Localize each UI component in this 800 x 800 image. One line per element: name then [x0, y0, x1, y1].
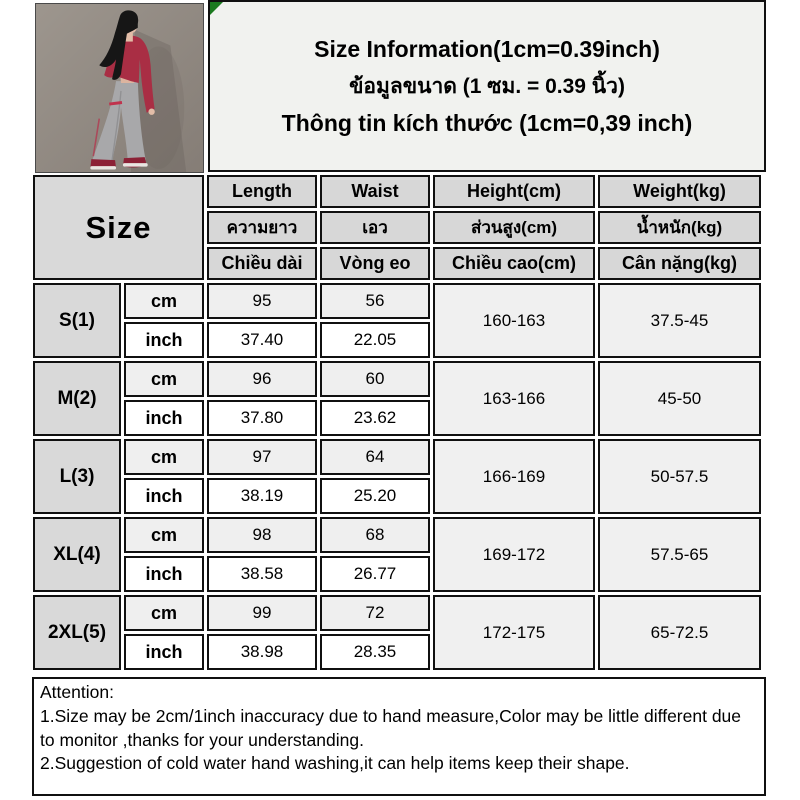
row-label-s: S(1) — [33, 283, 121, 358]
value-cell: 64 — [320, 439, 430, 475]
unit-cell: cm — [124, 517, 204, 553]
col-header-waist-vi: Vòng eo — [320, 247, 430, 280]
value-cell-height: 172-175 — [433, 595, 595, 670]
size-title-en: Size Information(1cm=0.39inch) — [314, 35, 660, 62]
value-cell: 38.98 — [207, 634, 317, 670]
col-header-waist-th: เอว — [320, 211, 430, 244]
value-cell: 25.20 — [320, 478, 430, 514]
value-cell: 56 — [320, 283, 430, 319]
value-cell-weight: 65-72.5 — [598, 595, 761, 670]
model-photo-illustration — [36, 4, 203, 172]
value-cell: 60 — [320, 361, 430, 397]
col-header-height-th: ส่วนสูง(cm) — [433, 211, 595, 244]
green-corner-marker — [210, 2, 223, 15]
value-cell: 72 — [320, 595, 430, 631]
value-cell-height: 169-172 — [433, 517, 595, 592]
value-cell-weight: 37.5-45 — [598, 283, 761, 358]
value-cell: 26.77 — [320, 556, 430, 592]
attention-line-1: 1.Size may be 2cm/1inch inaccuracy due t… — [40, 705, 742, 750]
value-cell: 38.19 — [207, 478, 317, 514]
value-cell-weight: 45-50 — [598, 361, 761, 436]
row-label-2xl: 2XL(5) — [33, 595, 121, 670]
size-table: Size Length Waist Height(cm) Weight(kg) … — [30, 172, 764, 673]
col-header-length-en: Length — [207, 175, 317, 208]
value-cell: 38.58 — [207, 556, 317, 592]
size-title-th: ข้อมูลขนาด (1 ซม. = 0.39 นิ้ว) — [349, 74, 625, 98]
unit-cell: inch — [124, 556, 204, 592]
size-header-cell: Size — [33, 175, 204, 280]
attention-title: Attention: — [40, 682, 114, 702]
value-cell-height: 163-166 — [433, 361, 595, 436]
value-cell: 98 — [207, 517, 317, 553]
col-header-weight-th: น้ำหนัก(kg) — [598, 211, 761, 244]
col-header-length-vi: Chiều dài — [207, 247, 317, 280]
title-block: Size Information(1cm=0.39inch) ข้อมูลขนา… — [208, 0, 766, 172]
value-cell: 96 — [207, 361, 317, 397]
product-photo — [35, 3, 204, 173]
col-header-weight-en: Weight(kg) — [598, 175, 761, 208]
unit-cell: cm — [124, 283, 204, 319]
unit-cell: inch — [124, 634, 204, 670]
col-header-height-en: Height(cm) — [433, 175, 595, 208]
unit-cell: inch — [124, 322, 204, 358]
value-cell: 37.80 — [207, 400, 317, 436]
row-label-m: M(2) — [33, 361, 121, 436]
row-label-l: L(3) — [33, 439, 121, 514]
col-header-weight-vi: Cân nặng(kg) — [598, 247, 761, 280]
value-cell: 23.62 — [320, 400, 430, 436]
size-title-vi: Thông tin kích thước (1cm=0,39 inch) — [281, 109, 693, 136]
unit-cell: inch — [124, 400, 204, 436]
col-header-length-th: ความยาว — [207, 211, 317, 244]
col-header-height-vi: Chiều cao(cm) — [433, 247, 595, 280]
col-header-waist-en: Waist — [320, 175, 430, 208]
value-cell-height: 166-169 — [433, 439, 595, 514]
row-label-xl: XL(4) — [33, 517, 121, 592]
value-cell-weight: 50-57.5 — [598, 439, 761, 514]
unit-cell: cm — [124, 361, 204, 397]
unit-cell: cm — [124, 439, 204, 475]
value-cell: 95 — [207, 283, 317, 319]
value-cell: 97 — [207, 439, 317, 475]
unit-cell: inch — [124, 478, 204, 514]
value-cell: 37.40 — [207, 322, 317, 358]
value-cell: 68 — [320, 517, 430, 553]
value-cell-height: 160-163 — [433, 283, 595, 358]
value-cell: 22.05 — [320, 322, 430, 358]
attention-line-2: 2.Suggestion of cold water hand washing,… — [40, 753, 630, 774]
attention-box: Attention: 1.Size may be 2cm/1inch inacc… — [32, 677, 766, 796]
value-cell: 99 — [207, 595, 317, 631]
value-cell-weight: 57.5-65 — [598, 517, 761, 592]
unit-cell: cm — [124, 595, 204, 631]
value-cell: 28.35 — [320, 634, 430, 670]
